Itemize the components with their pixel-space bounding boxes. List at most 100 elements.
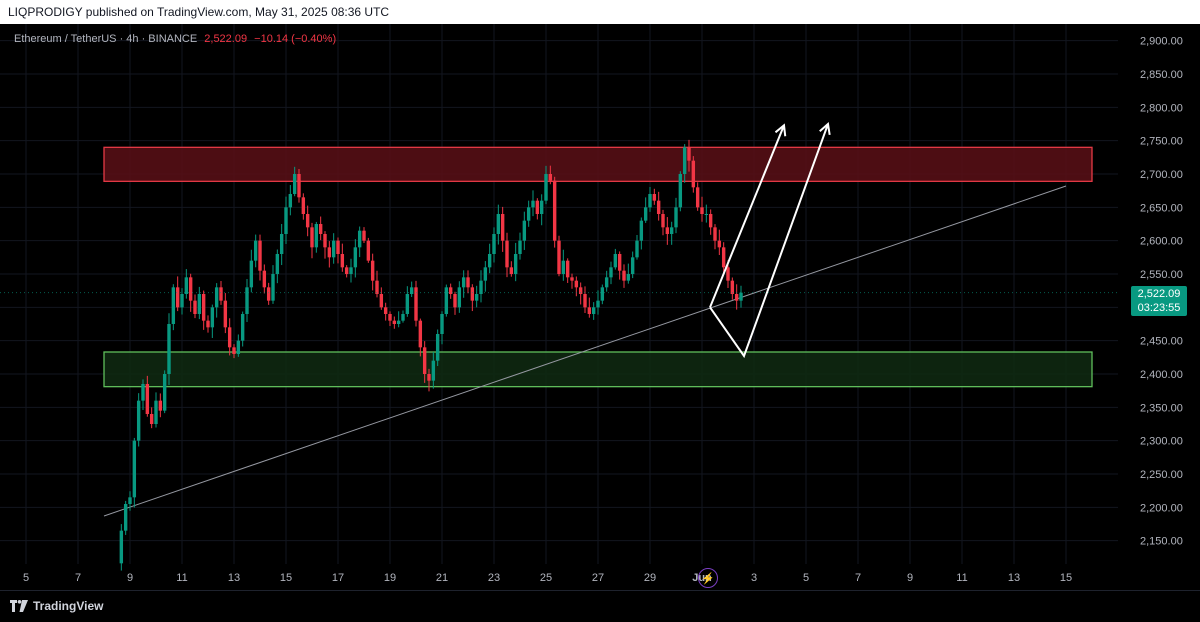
x-tick-label: 7 — [75, 572, 81, 584]
candle-body — [535, 200, 540, 214]
candle-body — [223, 300, 228, 328]
x-tick-label: 11 — [956, 572, 967, 584]
candle-body — [708, 214, 713, 228]
candle-body — [210, 307, 215, 328]
y-tick-label: 2,900.00 — [1140, 36, 1183, 48]
current-price-label: 2,522.09 03:23:55 — [1131, 286, 1187, 316]
candle-body — [457, 287, 462, 308]
x-tick-label: 27 — [592, 572, 604, 584]
candle-body — [288, 194, 293, 208]
y-tick-label: 2,150.00 — [1140, 536, 1183, 548]
candle-body — [232, 347, 236, 354]
candle-body — [739, 292, 743, 301]
candle-body — [635, 240, 639, 258]
candle-body — [236, 340, 241, 354]
projection-arrow-head — [819, 122, 831, 136]
candle-body — [479, 280, 483, 294]
candle-body — [162, 374, 167, 411]
x-tick-label: 13 — [1008, 572, 1020, 584]
candle-body — [617, 254, 622, 271]
candle-body — [500, 214, 505, 241]
candle-body — [132, 440, 137, 498]
candle-body — [197, 294, 202, 314]
projection-arrow-head — [774, 123, 787, 137]
candle-body — [661, 214, 665, 228]
x-tick-label: 15 — [1060, 572, 1072, 584]
candle-body — [141, 384, 145, 401]
candle-body — [643, 207, 648, 221]
candle-body — [379, 294, 384, 308]
y-tick-label: 2,700.00 — [1140, 169, 1183, 181]
candle-body — [245, 287, 249, 314]
candle-body — [418, 320, 423, 348]
candle-body — [396, 320, 401, 324]
candle-body — [726, 267, 730, 281]
candle-body — [201, 294, 206, 321]
candle-body — [427, 374, 431, 381]
y-tick-label: 2,450.00 — [1140, 336, 1183, 348]
footer: TradingView — [0, 590, 1200, 622]
candle-body — [622, 270, 626, 281]
x-tick-label: 5 — [803, 572, 809, 584]
candle-body — [171, 287, 176, 324]
price-chart[interactable]: 2,150.00 2,200.00 2,250.00 2,300.00 2,350.00… — [0, 24, 1200, 590]
x-tick-label: 5 — [23, 572, 29, 584]
chart-area[interactable]: 2,150.00 2,200.00 2,250.00 2,300.00 2,350.00… — [0, 24, 1200, 590]
publish-info: LIQPRODIGY published on TradingView.com,… — [0, 0, 1200, 24]
x-tick-label: 9 — [127, 572, 133, 584]
candle-body — [292, 174, 297, 194]
candle-body — [275, 254, 280, 274]
candle-body — [518, 240, 522, 254]
candle-body — [136, 400, 141, 441]
candle-body — [353, 247, 358, 268]
candle-body — [492, 234, 496, 254]
candle-body — [483, 267, 488, 281]
candle-body — [721, 247, 726, 268]
candle-body — [531, 200, 535, 208]
symbol-name[interactable]: Ethereum / TetherUS · 4h · BINANCE — [14, 33, 198, 45]
candle-body — [422, 347, 427, 374]
candle-body — [639, 220, 644, 241]
candle-body — [193, 300, 197, 314]
candle-body — [461, 277, 466, 288]
candle-body — [609, 267, 613, 278]
candle-body — [557, 240, 561, 274]
candle-body — [440, 314, 444, 334]
candle-body — [600, 287, 605, 301]
tradingview-logo-icon — [10, 600, 28, 612]
candle-body — [128, 497, 132, 504]
y-tick-label: 2,350.00 — [1140, 402, 1183, 414]
candle-body — [513, 254, 518, 274]
candle-body — [301, 197, 306, 214]
x-tick-label: 29 — [644, 572, 656, 584]
candle-body — [431, 360, 436, 381]
candle-body — [414, 287, 418, 321]
footer-brand: TradingView — [33, 599, 104, 613]
x-tick-label: 9 — [907, 572, 913, 584]
candle-body — [310, 227, 314, 248]
candle-body — [409, 287, 414, 294]
candle-body — [266, 287, 271, 301]
candle-body — [548, 174, 553, 181]
candle-body — [656, 200, 661, 214]
candle-body — [271, 274, 275, 301]
x-tick-label: 19 — [384, 572, 396, 584]
y-tick-label: 2,750.00 — [1140, 136, 1183, 148]
candle-body — [522, 220, 527, 241]
candle-body — [700, 207, 704, 214]
tradingview-logo[interactable]: TradingView — [10, 599, 103, 613]
candle-body — [175, 287, 180, 308]
y-tick-label: 2,250.00 — [1140, 469, 1183, 481]
candle-body — [570, 277, 574, 281]
candle-body — [717, 240, 722, 248]
candle-body — [158, 400, 163, 411]
symbol-header: Ethereum / TetherUS · 4h · BINANCE 2,522… — [14, 33, 336, 45]
candle-body — [474, 294, 479, 301]
candle-body — [713, 227, 717, 241]
candle-body — [648, 194, 652, 208]
x-tick-label: 3 — [751, 572, 757, 584]
x-tick-label: 7 — [855, 572, 861, 584]
candle-body — [505, 240, 509, 268]
lightning-icon[interactable]: ⚡ — [698, 568, 718, 588]
candle-body — [561, 260, 566, 274]
